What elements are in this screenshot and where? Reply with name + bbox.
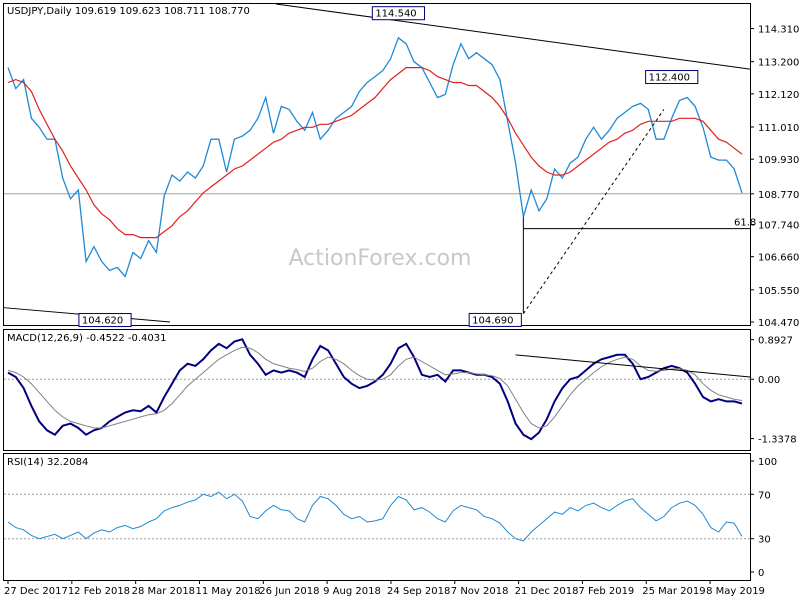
price-tick-label-4: 109.930 xyxy=(758,155,799,166)
annotation-box-1 xyxy=(78,313,132,328)
price-annotations: 114.540 104.620 104.690 112.400 61.8 xyxy=(78,6,756,328)
watermark: ActionForex.com xyxy=(289,246,472,271)
rsi-header: RSI(14) 32.2084 xyxy=(7,457,88,468)
price-tick-label-2: 112.120 xyxy=(758,90,799,101)
x-tick-label-4: 26 Jun 2018 xyxy=(259,586,319,597)
x-tick-label-1: 12 Feb 2018 xyxy=(68,586,130,597)
price-tick-label-5: 108.770 xyxy=(758,190,799,201)
x-tick-label-11: 8 May 2019 xyxy=(706,586,765,597)
price-header: USDJPY,Daily 109.619 109.623 108.711 108… xyxy=(7,6,250,17)
macd-header: MACD(12,26,9) -0.4522 -0.4031 xyxy=(7,333,167,344)
upper-trendline xyxy=(275,3,751,70)
annotation-label-0: 114.540 xyxy=(375,9,416,20)
price-lines xyxy=(7,36,743,278)
macd-trendline xyxy=(515,354,751,378)
rsi-axis: 100 70 30 0 xyxy=(750,457,777,579)
rsi-series-0 xyxy=(7,491,743,542)
price-series-1 xyxy=(7,66,743,239)
macd-panel-frame xyxy=(3,329,751,451)
price-tick-label-6: 107.740 xyxy=(758,220,799,231)
x-tick-label-10: 25 Mar 2019 xyxy=(642,586,705,597)
x-axis: 27 Dec 2017 12 Feb 2018 28 Mar 2018 11 May … xyxy=(4,580,765,597)
price-tick-label-7: 106.660 xyxy=(758,253,799,264)
macd-tick-label-2: -1.3378 xyxy=(758,435,797,446)
rsi-tick-label-3: 0 xyxy=(758,568,764,579)
price-tick-label-1: 113.200 xyxy=(758,58,799,69)
annotation-box-0 xyxy=(371,6,426,21)
x-tick-label-8: 21 Dec 2018 xyxy=(515,586,579,597)
macd-tick-label-0: 0.8927 xyxy=(758,336,793,347)
rsi-tick-label-0: 100 xyxy=(758,457,777,468)
x-tick-label-0: 27 Dec 2017 xyxy=(4,586,68,597)
macd-tick-label-1: 0.00 xyxy=(758,375,780,386)
macd-axis: 0.8927 0.00 -1.3378 xyxy=(750,336,797,446)
macd-series-0 xyxy=(7,338,743,441)
annotation-box-3 xyxy=(645,70,699,85)
x-tick-label-5: 9 Aug 2018 xyxy=(323,586,381,597)
price-tick-label-3: 111.010 xyxy=(758,123,799,134)
macd-series-1 xyxy=(7,346,743,429)
price-tick-label-9: 104.470 xyxy=(758,318,799,329)
x-tick-label-9: 7 Feb 2019 xyxy=(578,586,634,597)
price-tick-label-0: 114.310 xyxy=(758,25,799,36)
annotation-label-3: 112.400 xyxy=(649,73,690,84)
price-tick-label-8: 105.550 xyxy=(758,286,799,297)
price-axis: 114.310 113.200 112.120 111.010 109.930 108.7… xyxy=(750,25,799,329)
price-panel-frame xyxy=(3,3,751,326)
x-tick-label-3: 11 May 2018 xyxy=(195,586,260,597)
rsi-tick-label-2: 30 xyxy=(758,535,771,546)
fib-level-label: 61.8 xyxy=(734,218,756,229)
x-tick-label-7: 7 Nov 2018 xyxy=(451,586,509,597)
price-series-0 xyxy=(7,36,743,278)
annotation-box-2 xyxy=(468,312,522,327)
annotation-label-1: 104.620 xyxy=(82,316,123,327)
x-tick-label-2: 28 Mar 2018 xyxy=(132,586,195,597)
rsi-lines xyxy=(4,491,750,542)
annotation-label-2: 104.690 xyxy=(472,315,513,326)
dashed-trendline xyxy=(522,109,665,314)
rsi-panel-frame xyxy=(3,453,751,581)
rsi-tick-label-1: 70 xyxy=(758,490,771,501)
x-tick-label-6: 24 Sep 2018 xyxy=(387,586,450,597)
macd-lines xyxy=(4,338,751,441)
